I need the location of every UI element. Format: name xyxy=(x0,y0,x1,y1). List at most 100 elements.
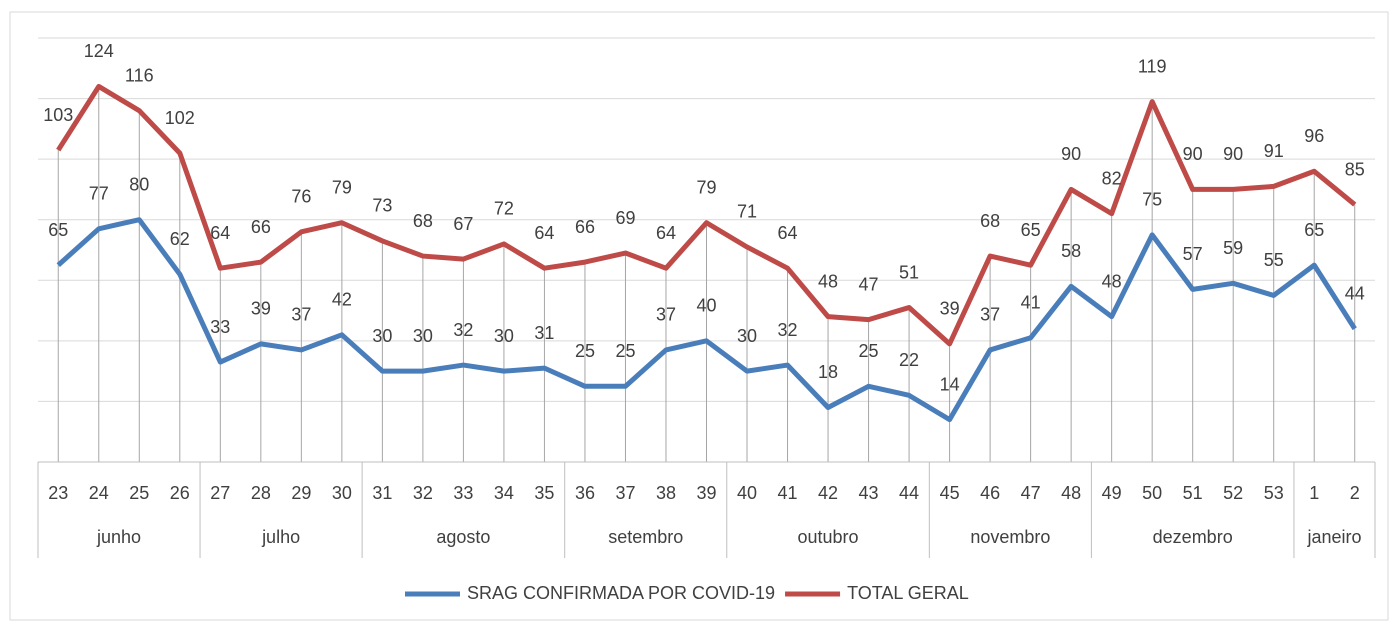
x-tick-label: 27 xyxy=(210,483,230,503)
data-label: 41 xyxy=(1021,293,1041,313)
line-series xyxy=(56,83,1357,347)
data-label: 58 xyxy=(1061,241,1081,261)
data-label: 57 xyxy=(1183,244,1203,264)
x-tick-label: 43 xyxy=(859,483,879,503)
data-label: 31 xyxy=(534,323,554,343)
x-tick-label: 45 xyxy=(940,483,960,503)
x-tick-label: 36 xyxy=(575,483,595,503)
data-label: 25 xyxy=(859,341,879,361)
data-label: 66 xyxy=(251,217,271,237)
month-label: agosto xyxy=(436,527,490,547)
data-label: 90 xyxy=(1183,144,1203,164)
x-tick-label: 53 xyxy=(1264,483,1284,503)
x-tick-label: 30 xyxy=(332,483,352,503)
x-tick-label: 52 xyxy=(1223,483,1243,503)
x-tick-label: 33 xyxy=(453,483,473,503)
x-tick-label: 1 xyxy=(1309,483,1319,503)
data-label: 64 xyxy=(656,223,676,243)
x-tick-label: 42 xyxy=(818,483,838,503)
x-tick-label: 38 xyxy=(656,483,676,503)
data-label: 37 xyxy=(980,305,1000,325)
data-label: 79 xyxy=(696,177,716,197)
data-label: 39 xyxy=(940,299,960,319)
x-tick-label: 2 xyxy=(1350,483,1360,503)
legend-label: TOTAL GERAL xyxy=(847,583,969,603)
data-label: 79 xyxy=(332,177,352,197)
data-label: 37 xyxy=(291,305,311,325)
x-tick-label: 29 xyxy=(291,483,311,503)
data-label: 77 xyxy=(89,184,109,204)
data-label: 44 xyxy=(1345,283,1365,303)
x-tick-label: 24 xyxy=(89,483,109,503)
x-tick-label: 23 xyxy=(48,483,68,503)
x-tick-label: 48 xyxy=(1061,483,1081,503)
month-label: dezembro xyxy=(1153,527,1233,547)
data-label: 90 xyxy=(1223,144,1243,164)
data-label: 90 xyxy=(1061,144,1081,164)
data-label: 47 xyxy=(859,274,879,294)
data-label: 103 xyxy=(43,105,73,125)
x-tick-label: 47 xyxy=(1021,483,1041,503)
x-tick-label: 28 xyxy=(251,483,271,503)
data-label: 69 xyxy=(615,208,635,228)
data-label: 42 xyxy=(332,290,352,310)
x-tick-label: 35 xyxy=(534,483,554,503)
x-tick-label: 34 xyxy=(494,483,514,503)
data-label: 73 xyxy=(372,196,392,216)
data-label: 68 xyxy=(413,211,433,231)
data-label: 124 xyxy=(84,41,114,61)
month-label: setembro xyxy=(608,527,683,547)
x-tick-label: 44 xyxy=(899,483,919,503)
data-label: 48 xyxy=(1102,271,1122,291)
data-label: 67 xyxy=(453,214,473,234)
x-tick-label: 40 xyxy=(737,483,757,503)
data-label: 68 xyxy=(980,211,1000,231)
data-label: 72 xyxy=(494,199,514,219)
data-label: 102 xyxy=(165,108,195,128)
data-label: 30 xyxy=(413,326,433,346)
data-label: 119 xyxy=(1138,56,1167,76)
month-label: outubro xyxy=(798,527,859,547)
data-label: 40 xyxy=(696,296,716,316)
data-label: 22 xyxy=(899,350,919,370)
data-label: 71 xyxy=(737,202,757,222)
data-label: 37 xyxy=(656,305,676,325)
x-tick-label: 39 xyxy=(696,483,716,503)
data-label: 25 xyxy=(575,341,595,361)
legend-label: SRAG CONFIRMADA POR COVID-19 xyxy=(467,583,775,603)
month-label: novembro xyxy=(970,527,1050,547)
x-tick-label: 25 xyxy=(129,483,149,503)
month-label: junho xyxy=(96,527,141,547)
x-tick-label: 50 xyxy=(1142,483,1162,503)
data-label: 33 xyxy=(210,317,230,337)
data-label: 116 xyxy=(125,65,154,85)
data-label: 80 xyxy=(129,174,149,194)
data-label: 96 xyxy=(1304,126,1324,146)
x-tick-label: 41 xyxy=(778,483,798,503)
data-label: 14 xyxy=(940,374,960,394)
line-series xyxy=(56,217,1357,423)
x-tick-label: 49 xyxy=(1102,483,1122,503)
data-label: 55 xyxy=(1264,250,1284,270)
data-label: 65 xyxy=(1021,220,1041,240)
data-label: 32 xyxy=(778,320,798,340)
data-label: 85 xyxy=(1345,159,1365,179)
data-label: 64 xyxy=(210,223,230,243)
x-tick-label: 26 xyxy=(170,483,190,503)
x-tick-label: 46 xyxy=(980,483,1000,503)
data-label: 25 xyxy=(615,341,635,361)
data-label: 30 xyxy=(372,326,392,346)
month-label: janeiro xyxy=(1306,527,1361,547)
x-tick-label: 31 xyxy=(372,483,392,503)
data-label: 65 xyxy=(48,220,68,240)
data-label: 76 xyxy=(291,187,311,207)
data-label: 82 xyxy=(1102,168,1122,188)
x-tick-label: 37 xyxy=(615,483,635,503)
data-label: 51 xyxy=(899,262,919,282)
data-label: 62 xyxy=(170,229,190,249)
data-label: 18 xyxy=(818,362,838,382)
data-label: 39 xyxy=(251,299,271,319)
data-label: 32 xyxy=(453,320,473,340)
data-label: 59 xyxy=(1223,238,1243,258)
